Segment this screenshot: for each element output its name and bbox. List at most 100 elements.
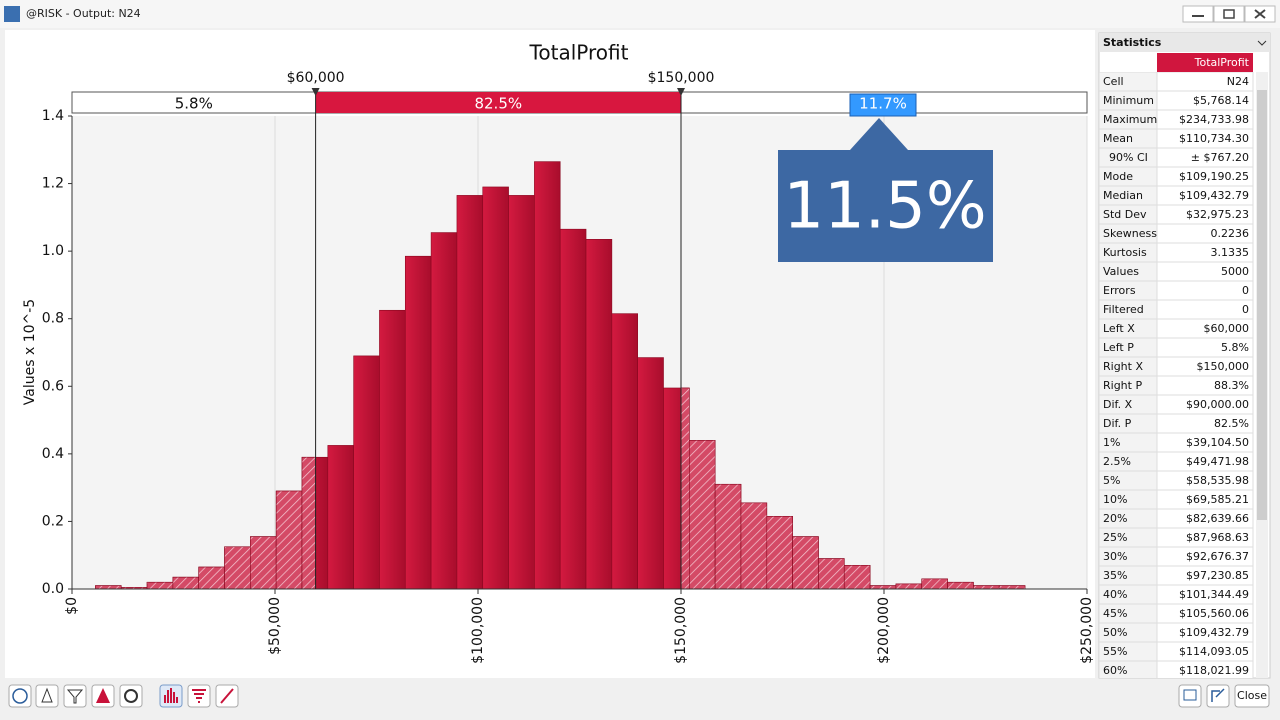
bar xyxy=(327,445,354,590)
bar xyxy=(559,228,587,590)
y-tick-label: 0.8 xyxy=(42,311,64,327)
tornado-button[interactable] xyxy=(187,684,211,708)
bar-hatch xyxy=(689,440,716,590)
bar-hatch xyxy=(792,536,819,590)
y-tick-label: 0.4 xyxy=(42,446,64,462)
delimiter-handle xyxy=(311,88,320,96)
stat-value: $69,585.21 xyxy=(1186,493,1249,506)
stat-value: $60,000 xyxy=(1204,322,1250,335)
bar xyxy=(482,186,509,590)
chart-title: TotalProfit xyxy=(529,41,629,65)
help-button[interactable] xyxy=(8,684,32,708)
bar xyxy=(456,195,484,590)
stat-label: Dif. X xyxy=(1103,398,1133,411)
stat-label: 45% xyxy=(1103,607,1127,620)
bar xyxy=(611,313,638,590)
callout-box xyxy=(778,118,993,262)
stat-label: Cell xyxy=(1103,75,1124,88)
toolbar: Close xyxy=(8,684,1270,708)
app-icon xyxy=(4,6,20,22)
tool-button[interactable] xyxy=(35,684,59,708)
stat-value: $58,535.98 xyxy=(1186,474,1249,487)
stat-value: $5,768.14 xyxy=(1193,94,1249,107)
stat-label: 90% CI xyxy=(1109,151,1148,164)
bar xyxy=(534,161,561,590)
bar xyxy=(637,357,664,590)
delimiter-label: $60,000 xyxy=(287,70,345,86)
delimiter-percent: 5.8% xyxy=(175,95,213,113)
stat-label: Median xyxy=(1103,189,1143,202)
title-bar xyxy=(0,0,1280,28)
bar-hatch xyxy=(198,566,225,590)
bar-hatch xyxy=(818,558,845,590)
stat-label: Maximum xyxy=(1103,113,1157,126)
minimize-button[interactable] xyxy=(1182,5,1214,23)
dropdown-arrow[interactable] xyxy=(1257,40,1267,46)
bar-hatch xyxy=(146,581,174,590)
maximize-button[interactable] xyxy=(1213,5,1245,23)
stat-label: 35% xyxy=(1103,569,1127,582)
stat-label: Mean xyxy=(1103,132,1133,145)
stat-value: $97,230.85 xyxy=(1186,569,1249,582)
stat-value: $234,733.98 xyxy=(1179,113,1249,126)
delimiter-percent: 82.5% xyxy=(474,95,522,113)
y-tick-label: 1.4 xyxy=(42,108,64,124)
close-button[interactable] xyxy=(1234,684,1270,708)
bar-hatch xyxy=(843,565,871,590)
selected-percent-box xyxy=(849,93,917,117)
stat-value-cell xyxy=(1156,299,1254,320)
bar-hatch xyxy=(714,483,742,590)
stat-value: $114,093.05 xyxy=(1179,645,1249,658)
delimiter-label: $150,000 xyxy=(648,70,715,86)
stat-value: 0 xyxy=(1242,303,1249,316)
stat-label: Minimum xyxy=(1103,94,1154,107)
stat-value: $118,021.99 xyxy=(1179,664,1249,677)
stat-value: $82,639.66 xyxy=(1186,512,1249,525)
scroll-thumb[interactable] xyxy=(1257,90,1267,520)
bar-hatch xyxy=(895,583,923,590)
bar-hatch xyxy=(275,490,303,590)
callout-text: 11.5% xyxy=(783,170,986,244)
stat-label: 60% xyxy=(1103,664,1127,677)
stat-value: $39,104.50 xyxy=(1186,436,1249,449)
y-axis-label: Values x 10^-5 xyxy=(22,299,38,405)
x-tick-label: $200,000 xyxy=(876,597,892,664)
y-tick-label: 1.0 xyxy=(42,243,64,259)
stat-value: $109,190.25 xyxy=(1179,170,1249,183)
delimiter-center xyxy=(315,92,681,113)
stat-value: $92,676.37 xyxy=(1186,550,1249,563)
x-tick-label: $50,000 xyxy=(267,597,283,655)
stat-label: 50% xyxy=(1103,626,1127,639)
stat-value: 5.8% xyxy=(1221,341,1249,354)
stat-label: Std Dev xyxy=(1103,208,1147,221)
bar xyxy=(430,232,458,590)
bar xyxy=(585,239,613,590)
report-button[interactable] xyxy=(1178,684,1202,708)
stat-value: $105,560.06 xyxy=(1179,607,1249,620)
x-tick-label: $250,000 xyxy=(1079,597,1095,664)
bar xyxy=(508,195,535,590)
filter-button[interactable] xyxy=(63,684,87,708)
stat-value: $101,344.49 xyxy=(1179,588,1249,601)
stat-label: Dif. P xyxy=(1103,417,1132,430)
stat-label: 40% xyxy=(1103,588,1127,601)
stat-value: $90,000.00 xyxy=(1186,398,1249,411)
column-header-text: TotalProfit xyxy=(1194,56,1250,69)
stat-value-cell xyxy=(1156,660,1254,678)
bar-hatch xyxy=(301,456,316,590)
x-tick-label: $0 xyxy=(64,597,80,615)
y-tick-label: 0.0 xyxy=(42,581,64,597)
y-tick-label: 0.6 xyxy=(42,378,64,394)
bar-hatch xyxy=(740,502,768,590)
bar-hatch xyxy=(250,536,277,590)
stat-value-cell xyxy=(1156,280,1254,301)
stat-label: Skewness xyxy=(1103,227,1157,240)
stat-value: ± $767.20 xyxy=(1191,151,1249,164)
settings-button[interactable] xyxy=(119,684,143,708)
bar-hatch xyxy=(680,387,690,590)
x-tick-label: $150,000 xyxy=(673,597,689,664)
stat-label: Filtered xyxy=(1103,303,1144,316)
stat-value: 88.3% xyxy=(1214,379,1249,392)
bar-hatch xyxy=(95,585,122,590)
